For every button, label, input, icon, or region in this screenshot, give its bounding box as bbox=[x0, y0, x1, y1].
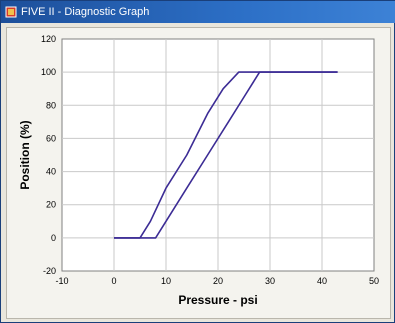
x-tick-label: 50 bbox=[369, 276, 379, 286]
diagnostic-chart: -20 0 20 40 60 80 100 120 -10 0 10 20 30 40 50 Positi… bbox=[18, 34, 379, 307]
y-tick-label: 20 bbox=[46, 200, 56, 210]
graph-panel: -20 0 20 40 60 80 100 120 -10 0 10 20 30 40 50 Positi… bbox=[6, 27, 391, 319]
y-tick-label: 60 bbox=[46, 133, 56, 143]
x-axis-ticks: -10 0 10 20 30 40 50 bbox=[55, 276, 379, 286]
y-tick-label: 100 bbox=[41, 67, 56, 77]
y-tick-label: 80 bbox=[46, 100, 56, 110]
x-tick-label: -10 bbox=[55, 276, 68, 286]
window-title: FIVE II - Diagnostic Graph bbox=[21, 6, 150, 18]
y-tick-label: 120 bbox=[41, 34, 56, 44]
x-tick-label: 10 bbox=[161, 276, 171, 286]
x-tick-label: 30 bbox=[265, 276, 275, 286]
y-tick-label: -20 bbox=[43, 266, 56, 276]
x-axis-label: Pressure - psi bbox=[178, 293, 257, 307]
series-line-1 bbox=[114, 71, 338, 239]
series-line-2 bbox=[114, 71, 338, 239]
app-icon bbox=[5, 6, 17, 18]
x-tick-label: 0 bbox=[111, 276, 116, 286]
x-tick-label: 40 bbox=[317, 276, 327, 286]
title-bar[interactable]: FIVE II - Diagnostic Graph bbox=[1, 1, 395, 23]
x-tick-label: 20 bbox=[213, 276, 223, 286]
y-axis-ticks: -20 0 20 40 60 80 100 120 bbox=[41, 34, 56, 276]
y-tick-label: 0 bbox=[51, 233, 56, 243]
y-tick-label: 40 bbox=[46, 167, 56, 177]
y-axis-label: Position (%) bbox=[18, 120, 32, 189]
series-lines bbox=[114, 71, 338, 239]
